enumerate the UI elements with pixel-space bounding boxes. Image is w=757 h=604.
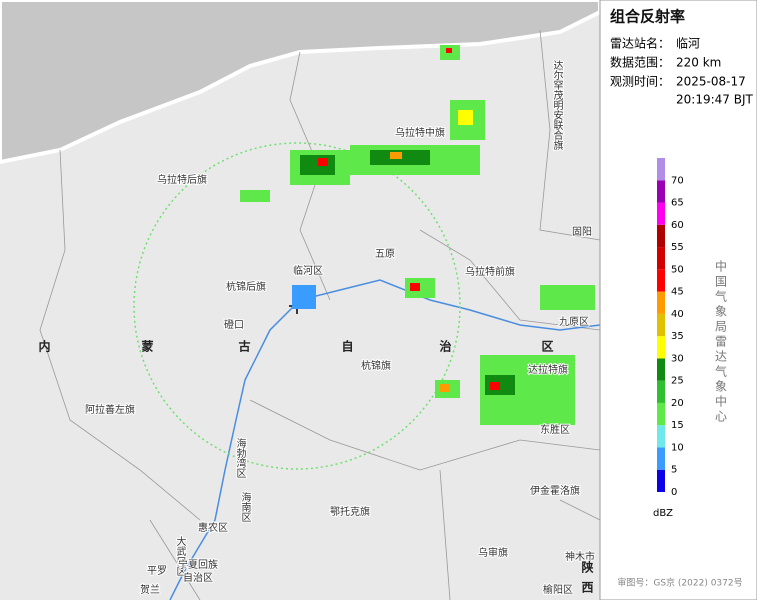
- legend-swatch: [657, 158, 665, 181]
- map-label: 九原区: [559, 316, 589, 328]
- map-label: 伊金霍洛旗: [530, 484, 580, 497]
- map-label: 蒙: [141, 339, 154, 354]
- legend-unit: dBZ: [653, 508, 673, 519]
- legend-tick-label: 70: [671, 175, 684, 186]
- map-label: 乌拉特中旗: [395, 126, 445, 139]
- map-label: 临河区: [293, 264, 323, 277]
- legend-tick-label: 65: [671, 198, 684, 209]
- legend-swatch: [657, 224, 665, 248]
- approval-number: 审图号：GS京 (2022) 0372号: [617, 577, 742, 589]
- map-label: 古: [238, 339, 251, 354]
- legend-tick-label: 35: [671, 331, 684, 342]
- station: 临河: [676, 37, 700, 51]
- legend-swatch: [657, 469, 665, 492]
- map-label: 大武口区: [174, 535, 186, 576]
- map-label: 陕: [581, 560, 594, 575]
- map-label: 乌拉特前旗: [465, 265, 515, 278]
- legend-tick-label: 0: [671, 487, 677, 498]
- map-label: 自治区: [183, 571, 213, 584]
- legend-tick-label: 55: [671, 242, 684, 253]
- time-label: 观测时间：: [610, 75, 670, 89]
- echoes: [240, 45, 595, 425]
- legend-tick-label: 20: [671, 398, 684, 409]
- map-label: 鄂托克旗: [330, 505, 370, 518]
- legend-swatch: [657, 336, 665, 359]
- legend-swatch: [657, 358, 665, 381]
- legend-swatch: [657, 269, 665, 292]
- legend-tick-label: 15: [671, 420, 684, 431]
- info-panel: [599, 0, 757, 601]
- map-label: 乌审旗: [478, 546, 508, 559]
- legend-tick-label: 25: [671, 376, 684, 387]
- map-label: 固阳: [572, 226, 592, 238]
- legend-tick-label: 50: [671, 264, 684, 275]
- station-label: 雷达站名：: [610, 36, 670, 51]
- time: 20:19:47 BJT: [676, 93, 753, 107]
- map-label: 海南区: [239, 491, 251, 522]
- legend-swatch: [657, 247, 665, 270]
- map-label: 杭锦旗: [361, 359, 391, 372]
- legend-swatch: [657, 402, 665, 426]
- map-label: 惠农区: [198, 521, 228, 534]
- legend-swatch: [657, 313, 665, 337]
- map-label: 治: [439, 339, 452, 354]
- range: 220 km: [676, 56, 721, 70]
- legend-tick-label: 45: [671, 287, 684, 298]
- map-label: 阿拉善左旗: [85, 403, 135, 416]
- legend-swatch: [657, 291, 665, 314]
- legend-tick-label: 30: [671, 353, 684, 364]
- map-label: 神木市: [565, 550, 595, 563]
- map-label: 东胜区: [540, 423, 570, 436]
- map-label: 乌拉特后旗: [157, 173, 207, 186]
- map-label: 区: [541, 340, 554, 354]
- map-label: 五原: [375, 248, 395, 260]
- legend-swatch: [657, 380, 665, 403]
- legend-tick-label: 5: [671, 465, 677, 476]
- map-label: 海勃湾区: [234, 437, 246, 478]
- map-label: 宁夏回族: [178, 558, 218, 571]
- map-label: 自: [341, 339, 354, 354]
- map-label: 杭锦后旗: [226, 280, 266, 293]
- legend-swatch: [657, 425, 665, 448]
- legend-swatch: [657, 447, 665, 470]
- legend-swatch: [657, 202, 665, 225]
- legend-tick-label: 10: [671, 442, 684, 453]
- range-ring: [133, 142, 461, 470]
- map-label: 榆阳区: [543, 583, 573, 596]
- date: 2025-08-17: [676, 75, 746, 89]
- map-label: 达拉特旗: [528, 363, 568, 376]
- panel-title: 组合反射率: [610, 8, 685, 26]
- legend-tick-label: 60: [671, 220, 684, 231]
- legend-swatch: [657, 180, 665, 203]
- river: [235, 279, 601, 421]
- map-label: 贺兰: [140, 583, 160, 596]
- map-label: 内: [38, 339, 51, 354]
- range-label: 数据范围：: [610, 55, 670, 70]
- legend-tick-label: 40: [671, 309, 684, 320]
- map-label: 平罗: [147, 565, 167, 577]
- map-label: 磴口: [224, 318, 244, 331]
- map-label: 西: [581, 581, 594, 595]
- legend-source: 中国气象局雷达气象中心: [714, 259, 728, 425]
- map-label: 达尔罕茂明安联合旗: [551, 60, 563, 151]
